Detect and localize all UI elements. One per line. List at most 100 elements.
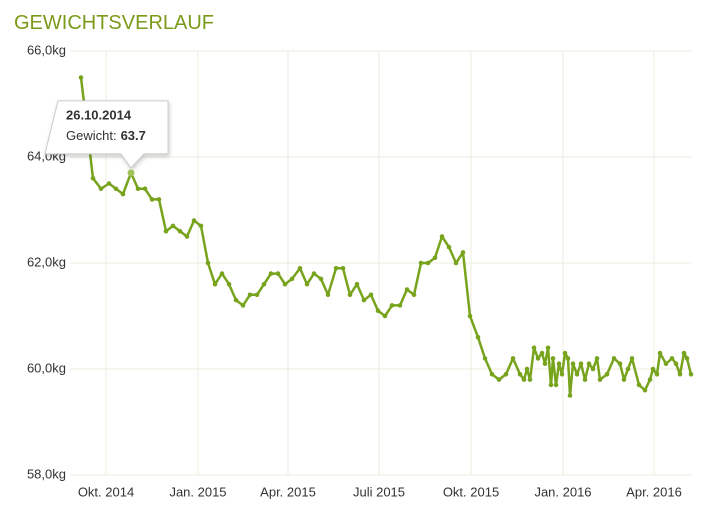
data-point: [489, 372, 495, 377]
data-point: [170, 223, 176, 229]
data-point: [226, 281, 232, 287]
data-point: [586, 361, 592, 367]
data-point: [212, 281, 218, 287]
data-point: [219, 271, 225, 276]
data-point: [611, 356, 617, 361]
data-point: [578, 361, 584, 367]
data-point: [163, 228, 169, 234]
data-point: [688, 372, 694, 377]
data-point: [629, 356, 635, 361]
data-point: [347, 292, 353, 298]
x-tick-label: Jan. 2016: [534, 484, 591, 499]
tooltip-point: [127, 169, 135, 177]
data-point: [453, 260, 459, 266]
data-point: [191, 218, 197, 223]
data-point: [311, 271, 317, 276]
data-point: [539, 350, 545, 356]
data-point: [254, 292, 260, 298]
data-point: [590, 366, 596, 372]
data-point: [574, 372, 580, 377]
data-point: [318, 276, 324, 282]
data-point: [503, 372, 509, 377]
chart-title: GEWICHTSVERLAUF: [14, 12, 214, 34]
data-point: [548, 382, 554, 388]
data-point: [120, 191, 126, 197]
data-point: [496, 377, 502, 382]
data-point: [282, 281, 288, 287]
data-point: [567, 393, 573, 398]
data-point: [562, 350, 568, 356]
data-point: [156, 197, 162, 202]
y-tick-label: 58,0kg: [27, 466, 66, 481]
tooltip-label: Gewicht:: [66, 128, 117, 143]
data-point: [570, 361, 576, 367]
data-point: [439, 234, 445, 239]
data-point: [467, 313, 473, 319]
data-point: [510, 356, 516, 361]
data-point: [556, 361, 562, 367]
data-point: [647, 377, 653, 382]
x-tick-label: Okt. 2015: [443, 484, 499, 499]
data-point: [677, 372, 683, 377]
data-point: [625, 366, 631, 372]
data-point: [482, 356, 488, 361]
x-tick-label: Jan. 2015: [169, 484, 226, 499]
data-point: [368, 292, 374, 298]
data-point: [460, 250, 466, 255]
data-point: [240, 303, 246, 308]
data-point: [268, 271, 274, 276]
data-point: [275, 271, 281, 276]
data-point: [135, 186, 141, 192]
tooltip-line: Gewicht: 63.7: [66, 128, 146, 143]
data-point: [382, 313, 388, 319]
data-point: [663, 361, 669, 367]
data-point: [432, 255, 438, 260]
data-point: [78, 75, 84, 80]
data-point: [184, 234, 190, 239]
data-point: [673, 361, 679, 367]
data-point: [550, 356, 556, 361]
data-point: [565, 356, 571, 361]
data-point: [524, 366, 530, 372]
data-point: [475, 334, 481, 340]
tooltip-box: [44, 100, 169, 169]
data-point: [198, 223, 204, 229]
data-point: [559, 372, 565, 377]
data-point: [681, 350, 687, 356]
data-point: [98, 186, 104, 192]
data-point: [354, 281, 360, 287]
data-point: [325, 292, 331, 298]
data-point: [404, 287, 410, 292]
data-point: [545, 345, 551, 351]
y-tick-label: 60,0kg: [27, 360, 66, 375]
data-point: [113, 186, 119, 192]
data-point: [149, 197, 155, 202]
data-point: [397, 303, 403, 308]
data-point: [375, 308, 381, 314]
data-point: [527, 377, 533, 382]
x-tick-label: Okt. 2014: [78, 484, 134, 499]
series-line: [79, 77, 693, 397]
data-point: [582, 377, 588, 382]
data-point: [684, 356, 690, 361]
y-tick-label: 66,0kg: [27, 42, 66, 57]
data-point: [669, 356, 675, 361]
data-point: [340, 266, 346, 271]
data-point: [521, 377, 527, 382]
data-point: [517, 372, 523, 377]
data-point: [553, 382, 559, 388]
data-point: [389, 303, 395, 308]
tooltip: 26.10.2014 Gewicht: 63.7: [44, 100, 169, 177]
data-point: [642, 387, 648, 393]
data-point: [261, 281, 267, 287]
data-point: [535, 356, 541, 361]
data-point: [205, 260, 211, 266]
data-point: [654, 372, 660, 377]
data-point: [297, 266, 303, 271]
data-point: [304, 281, 310, 287]
data-point: [289, 276, 295, 282]
data-point: [233, 297, 239, 303]
data-point: [90, 175, 96, 181]
data-point: [604, 372, 610, 377]
